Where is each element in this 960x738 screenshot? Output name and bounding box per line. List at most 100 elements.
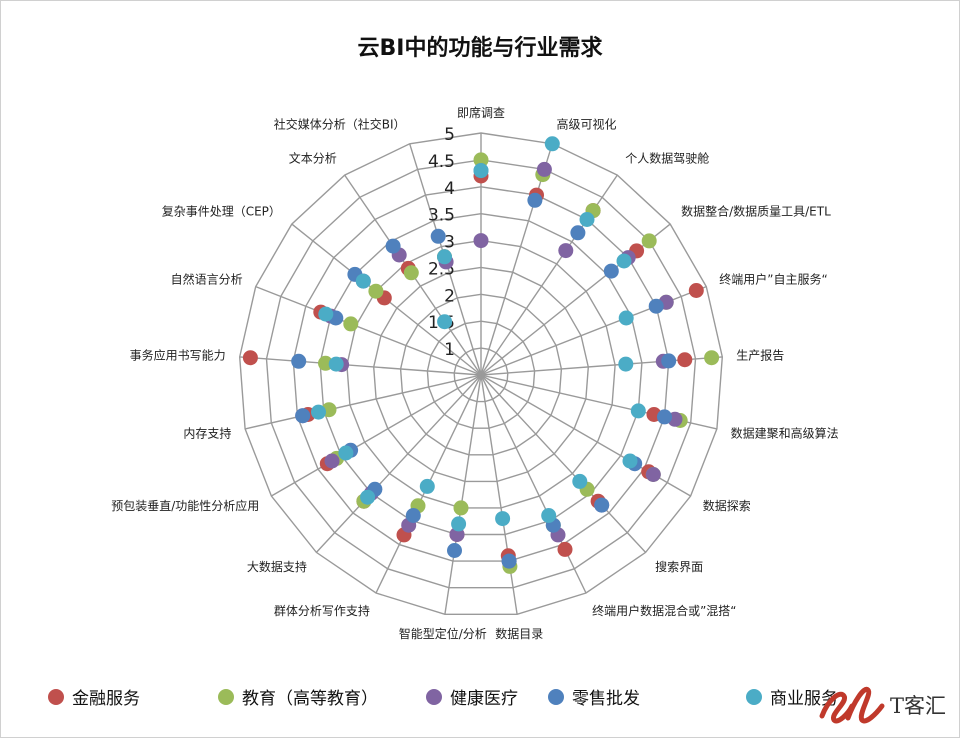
grid-spoke bbox=[480, 374, 587, 594]
radial-tick-label: 1 bbox=[444, 340, 455, 360]
category-label: 复杂事件处理（CEP） bbox=[162, 205, 281, 219]
data-point bbox=[419, 478, 435, 494]
grid-spoke bbox=[480, 374, 518, 615]
data-point bbox=[618, 356, 634, 372]
data-point bbox=[447, 543, 462, 558]
category-label: 内存支持 bbox=[183, 425, 231, 440]
grid-spoke bbox=[271, 374, 482, 497]
data-point bbox=[616, 253, 632, 269]
data-point bbox=[688, 283, 704, 298]
data-point bbox=[630, 403, 646, 419]
data-point bbox=[501, 553, 517, 569]
grid-spoke bbox=[315, 374, 482, 553]
data-point bbox=[579, 212, 595, 227]
data-point bbox=[622, 453, 638, 469]
legend-label: 健康医疗 bbox=[450, 689, 518, 709]
data-point bbox=[328, 356, 344, 372]
data-point bbox=[405, 508, 421, 523]
category-label: 社交媒体分析（社交BI） bbox=[274, 117, 406, 132]
legend-label: 教育（高等教育） bbox=[242, 689, 378, 709]
data-point bbox=[645, 467, 661, 482]
data-point bbox=[473, 233, 489, 249]
category-label: 终端用户”自主服务“ bbox=[719, 271, 827, 286]
legend-item: 商业服务 bbox=[746, 684, 838, 709]
category-label: 数据建聚和高级算法 bbox=[731, 425, 839, 440]
grid-spoke bbox=[444, 374, 482, 615]
category-label: 事务应用书写能力 bbox=[130, 347, 226, 362]
chart-title: 云BI中的功能与行业需求 bbox=[357, 36, 603, 61]
category-label: 群体分析写作支持 bbox=[274, 603, 370, 618]
grid-ring bbox=[238, 132, 724, 615]
data-point bbox=[618, 310, 634, 326]
radial-tick-label: 4.5 bbox=[428, 152, 455, 172]
data-point bbox=[451, 516, 467, 532]
data-point bbox=[403, 265, 419, 281]
category-label: 自然语言分析 bbox=[171, 271, 243, 286]
data-point bbox=[603, 263, 619, 279]
data-point bbox=[295, 408, 311, 424]
data-point bbox=[557, 541, 573, 557]
grid-ring bbox=[346, 239, 616, 509]
radial-tick-label: 3 bbox=[444, 233, 455, 253]
data-point bbox=[657, 409, 672, 425]
grid-ring bbox=[265, 159, 697, 589]
category-label: 即席调查 bbox=[457, 105, 505, 120]
data-point bbox=[318, 355, 333, 371]
data-point bbox=[704, 350, 720, 366]
data-point bbox=[430, 228, 446, 244]
grid-ring bbox=[319, 212, 643, 536]
grid-ring bbox=[453, 347, 509, 403]
data-point bbox=[473, 152, 489, 168]
grid-ring bbox=[399, 293, 563, 456]
data-point bbox=[495, 511, 511, 527]
legend-swatch bbox=[426, 688, 442, 705]
category-label: 个人数据驾驶舱 bbox=[625, 151, 709, 166]
data-point bbox=[572, 473, 588, 489]
data-point bbox=[368, 283, 384, 299]
data-point bbox=[541, 508, 557, 523]
data-point bbox=[536, 161, 552, 177]
radial-tick-label: 3.5 bbox=[428, 206, 455, 226]
data-point bbox=[437, 314, 453, 330]
legend-swatch bbox=[746, 688, 762, 705]
category-label: 数据探索 bbox=[703, 498, 751, 513]
data-point bbox=[594, 497, 610, 513]
data-point bbox=[311, 404, 326, 420]
data-point bbox=[385, 238, 401, 254]
brand-logo: T客汇 bbox=[818, 680, 950, 728]
data-point bbox=[338, 445, 354, 461]
data-point bbox=[360, 489, 376, 505]
brand-text: T客汇 bbox=[890, 694, 947, 718]
data-point bbox=[661, 353, 677, 369]
data-point bbox=[242, 350, 258, 366]
data-point bbox=[473, 163, 489, 179]
radial-tick-label: 5 bbox=[444, 125, 455, 145]
category-label: 数据目录 bbox=[495, 626, 543, 641]
category-label: 生产报告 bbox=[736, 347, 784, 362]
category-label: 终端用户数据混合或”混搭“ bbox=[592, 603, 736, 618]
grid-ring bbox=[372, 266, 590, 483]
legend-item: 教育（高等教育） bbox=[218, 684, 378, 709]
legend-item: 金融服务 bbox=[48, 684, 140, 709]
grid-spoke bbox=[480, 143, 553, 376]
legend-swatch bbox=[218, 688, 234, 705]
data-point bbox=[355, 273, 371, 289]
data-point bbox=[570, 225, 586, 241]
radar-chart: 11.522.533.544.55即席调查高级可视化个人数据驾驶舱数据整合/数据… bbox=[111, 105, 839, 641]
legend-swatch bbox=[548, 688, 564, 705]
category-label: 文本分析 bbox=[289, 151, 337, 166]
grid-spoke bbox=[244, 374, 482, 430]
grid-ring bbox=[426, 320, 536, 429]
category-label: 高级可视化 bbox=[557, 117, 617, 132]
legend-label: 商业服务 bbox=[770, 689, 838, 709]
data-point bbox=[318, 306, 334, 322]
grid-spoke bbox=[480, 374, 647, 553]
brand-mark-icon bbox=[819, 686, 885, 724]
legend-label: 金融服务 bbox=[72, 689, 140, 709]
category-label: 预包装垂直/功能性分析应用 bbox=[111, 498, 259, 513]
data-point bbox=[453, 500, 469, 516]
data-point bbox=[343, 316, 359, 332]
data-point bbox=[677, 352, 693, 368]
legend-swatch bbox=[48, 688, 64, 705]
data-point bbox=[641, 233, 657, 249]
